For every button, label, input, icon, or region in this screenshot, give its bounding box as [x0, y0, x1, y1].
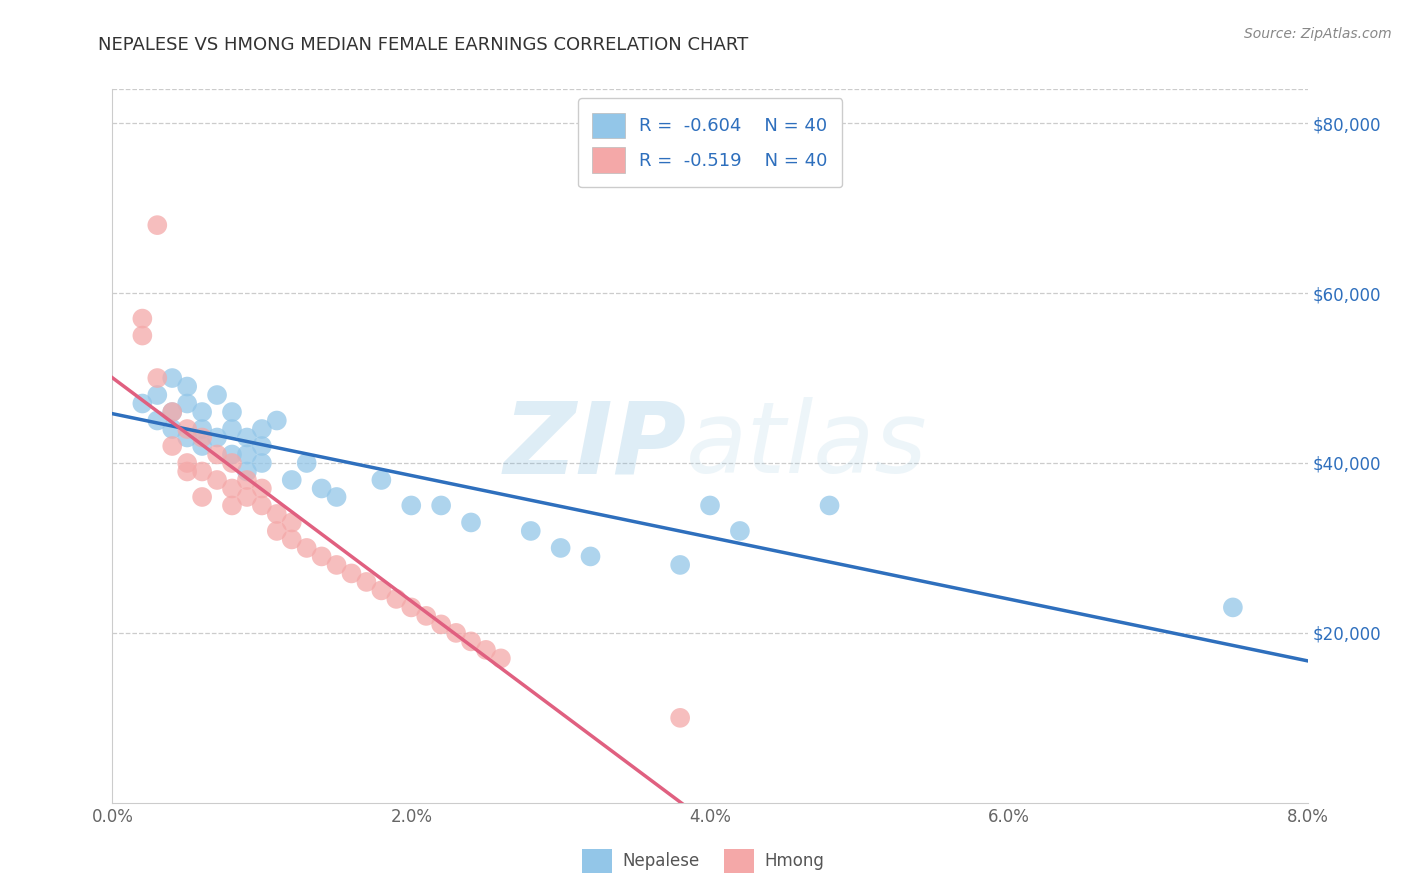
Point [131, 396, 153, 410]
Point [669, 558, 692, 572]
Point [236, 490, 259, 504]
Point [176, 422, 198, 436]
Point [340, 566, 363, 581]
Point [550, 541, 572, 555]
Point [191, 405, 214, 419]
Point [266, 524, 288, 538]
Point [176, 465, 198, 479]
Point [191, 490, 214, 504]
Point [176, 396, 198, 410]
Point [1222, 600, 1244, 615]
Point [176, 430, 198, 444]
Point [221, 499, 243, 513]
Point [669, 711, 692, 725]
Point [370, 583, 392, 598]
Point [250, 482, 273, 496]
Point [162, 405, 183, 419]
Point [281, 516, 304, 530]
Point [489, 651, 512, 665]
Point [236, 473, 259, 487]
Point [401, 600, 423, 615]
Point [162, 422, 183, 436]
Point [385, 591, 408, 606]
Point [460, 516, 482, 530]
Point [401, 499, 423, 513]
Point [818, 499, 841, 513]
Point [191, 430, 214, 444]
Text: Source: ZipAtlas.com: Source: ZipAtlas.com [1244, 27, 1392, 41]
Point [430, 499, 453, 513]
Point [221, 456, 243, 470]
Point [250, 456, 273, 470]
Point [475, 643, 498, 657]
Point [205, 448, 228, 462]
Point [146, 371, 169, 385]
Point [356, 574, 378, 589]
Legend: Nepalese, Hmong: Nepalese, Hmong [575, 842, 831, 880]
Point [146, 218, 169, 232]
Point [205, 473, 228, 487]
Point [236, 465, 259, 479]
Point [281, 473, 304, 487]
Point [162, 439, 183, 453]
Point [205, 430, 228, 444]
Point [162, 371, 183, 385]
Point [146, 388, 169, 402]
Point [221, 422, 243, 436]
Point [191, 422, 214, 436]
Point [444, 626, 467, 640]
Point [460, 634, 482, 648]
Point [370, 473, 392, 487]
Point [281, 533, 304, 547]
Point [250, 499, 273, 513]
Point [520, 524, 543, 538]
Point [250, 439, 273, 453]
Point [325, 558, 347, 572]
Point [221, 405, 243, 419]
Point [415, 608, 437, 623]
Text: NEPALESE VS HMONG MEDIAN FEMALE EARNINGS CORRELATION CHART: NEPALESE VS HMONG MEDIAN FEMALE EARNINGS… [98, 36, 748, 54]
Point [131, 328, 153, 343]
Point [146, 413, 169, 427]
Point [191, 465, 214, 479]
Point [176, 379, 198, 393]
Point [205, 388, 228, 402]
Point [728, 524, 751, 538]
Point [295, 456, 318, 470]
Point [131, 311, 153, 326]
Point [266, 507, 288, 521]
Point [236, 448, 259, 462]
Legend: R =  -0.604    N = 40, R =  -0.519    N = 40: R = -0.604 N = 40, R = -0.519 N = 40 [578, 98, 842, 187]
Point [699, 499, 721, 513]
Point [325, 490, 347, 504]
Point [236, 430, 259, 444]
Point [430, 617, 453, 632]
Point [176, 456, 198, 470]
Point [311, 549, 333, 564]
Point [579, 549, 602, 564]
Point [311, 482, 333, 496]
Point [221, 448, 243, 462]
Point [295, 541, 318, 555]
Point [162, 405, 183, 419]
Point [191, 439, 214, 453]
Point [250, 422, 273, 436]
Text: ZIP: ZIP [503, 398, 686, 494]
Point [221, 482, 243, 496]
Text: atlas: atlas [686, 398, 928, 494]
Point [266, 413, 288, 427]
